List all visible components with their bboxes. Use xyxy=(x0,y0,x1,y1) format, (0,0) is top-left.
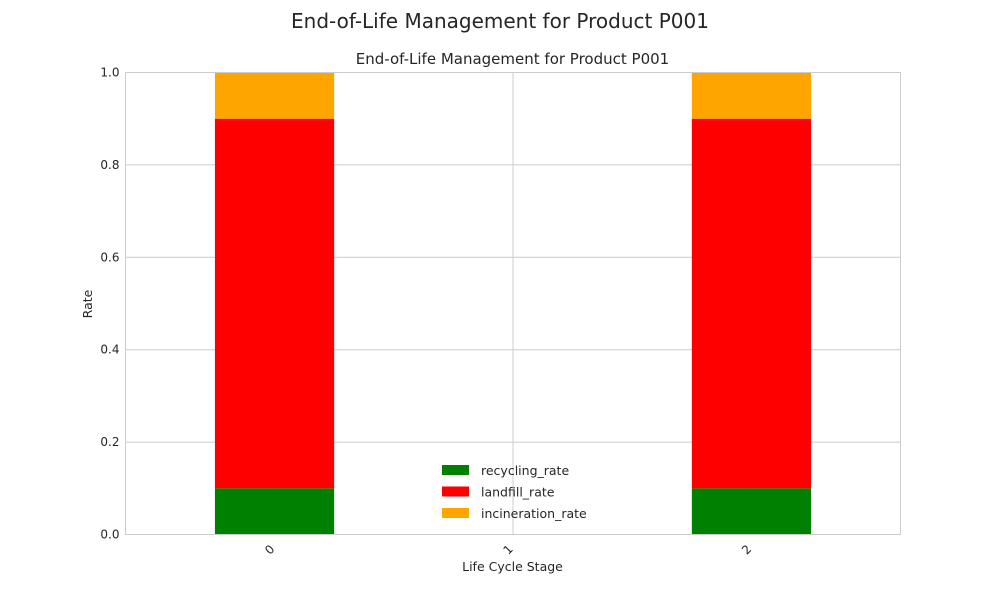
bar-segment-incineration_rate xyxy=(214,72,335,119)
legend-label: incineration_rate xyxy=(481,506,587,521)
plot-frame xyxy=(125,72,901,535)
chart-suptitle: End-of-Life Management for Product P001 xyxy=(291,9,709,33)
ticks-layer: 0.0 0.2 0.4 0.6 0.8 1.0 0 1 2 xyxy=(100,66,754,558)
bar-segment-recycling_rate xyxy=(691,488,812,535)
y-tick-label: 0.4 xyxy=(100,343,119,357)
legend-swatch xyxy=(442,508,469,518)
legend: recycling_rate landfill_rate incineration_… xyxy=(442,463,587,521)
legend-label: landfill_rate xyxy=(481,485,555,500)
y-tick-label: 1.0 xyxy=(100,66,119,80)
bar-segment-recycling_rate xyxy=(214,488,335,535)
bar-segment-incineration_rate xyxy=(691,72,812,119)
legend-swatch xyxy=(442,486,469,497)
y-tick-label: 0.2 xyxy=(100,435,119,449)
chart-title: End-of-Life Management for Product P001 xyxy=(356,50,669,68)
bars-layer xyxy=(214,72,812,535)
x-tick-label: 0 xyxy=(262,542,277,557)
y-axis-label: Rate xyxy=(80,289,95,318)
y-tick-label: 0.6 xyxy=(100,250,119,264)
x-tick-label: 1 xyxy=(501,542,516,557)
y-tick-label: 0.8 xyxy=(100,158,119,172)
bar-segment-landfill_rate xyxy=(691,118,812,489)
legend-swatch xyxy=(442,465,469,475)
x-axis-label: Life Cycle Stage xyxy=(462,559,563,574)
legend-label: recycling_rate xyxy=(481,463,569,478)
y-tick-label: 0.0 xyxy=(100,528,119,542)
bar-segment-landfill_rate xyxy=(214,118,335,489)
x-tick-label: 2 xyxy=(739,542,754,557)
